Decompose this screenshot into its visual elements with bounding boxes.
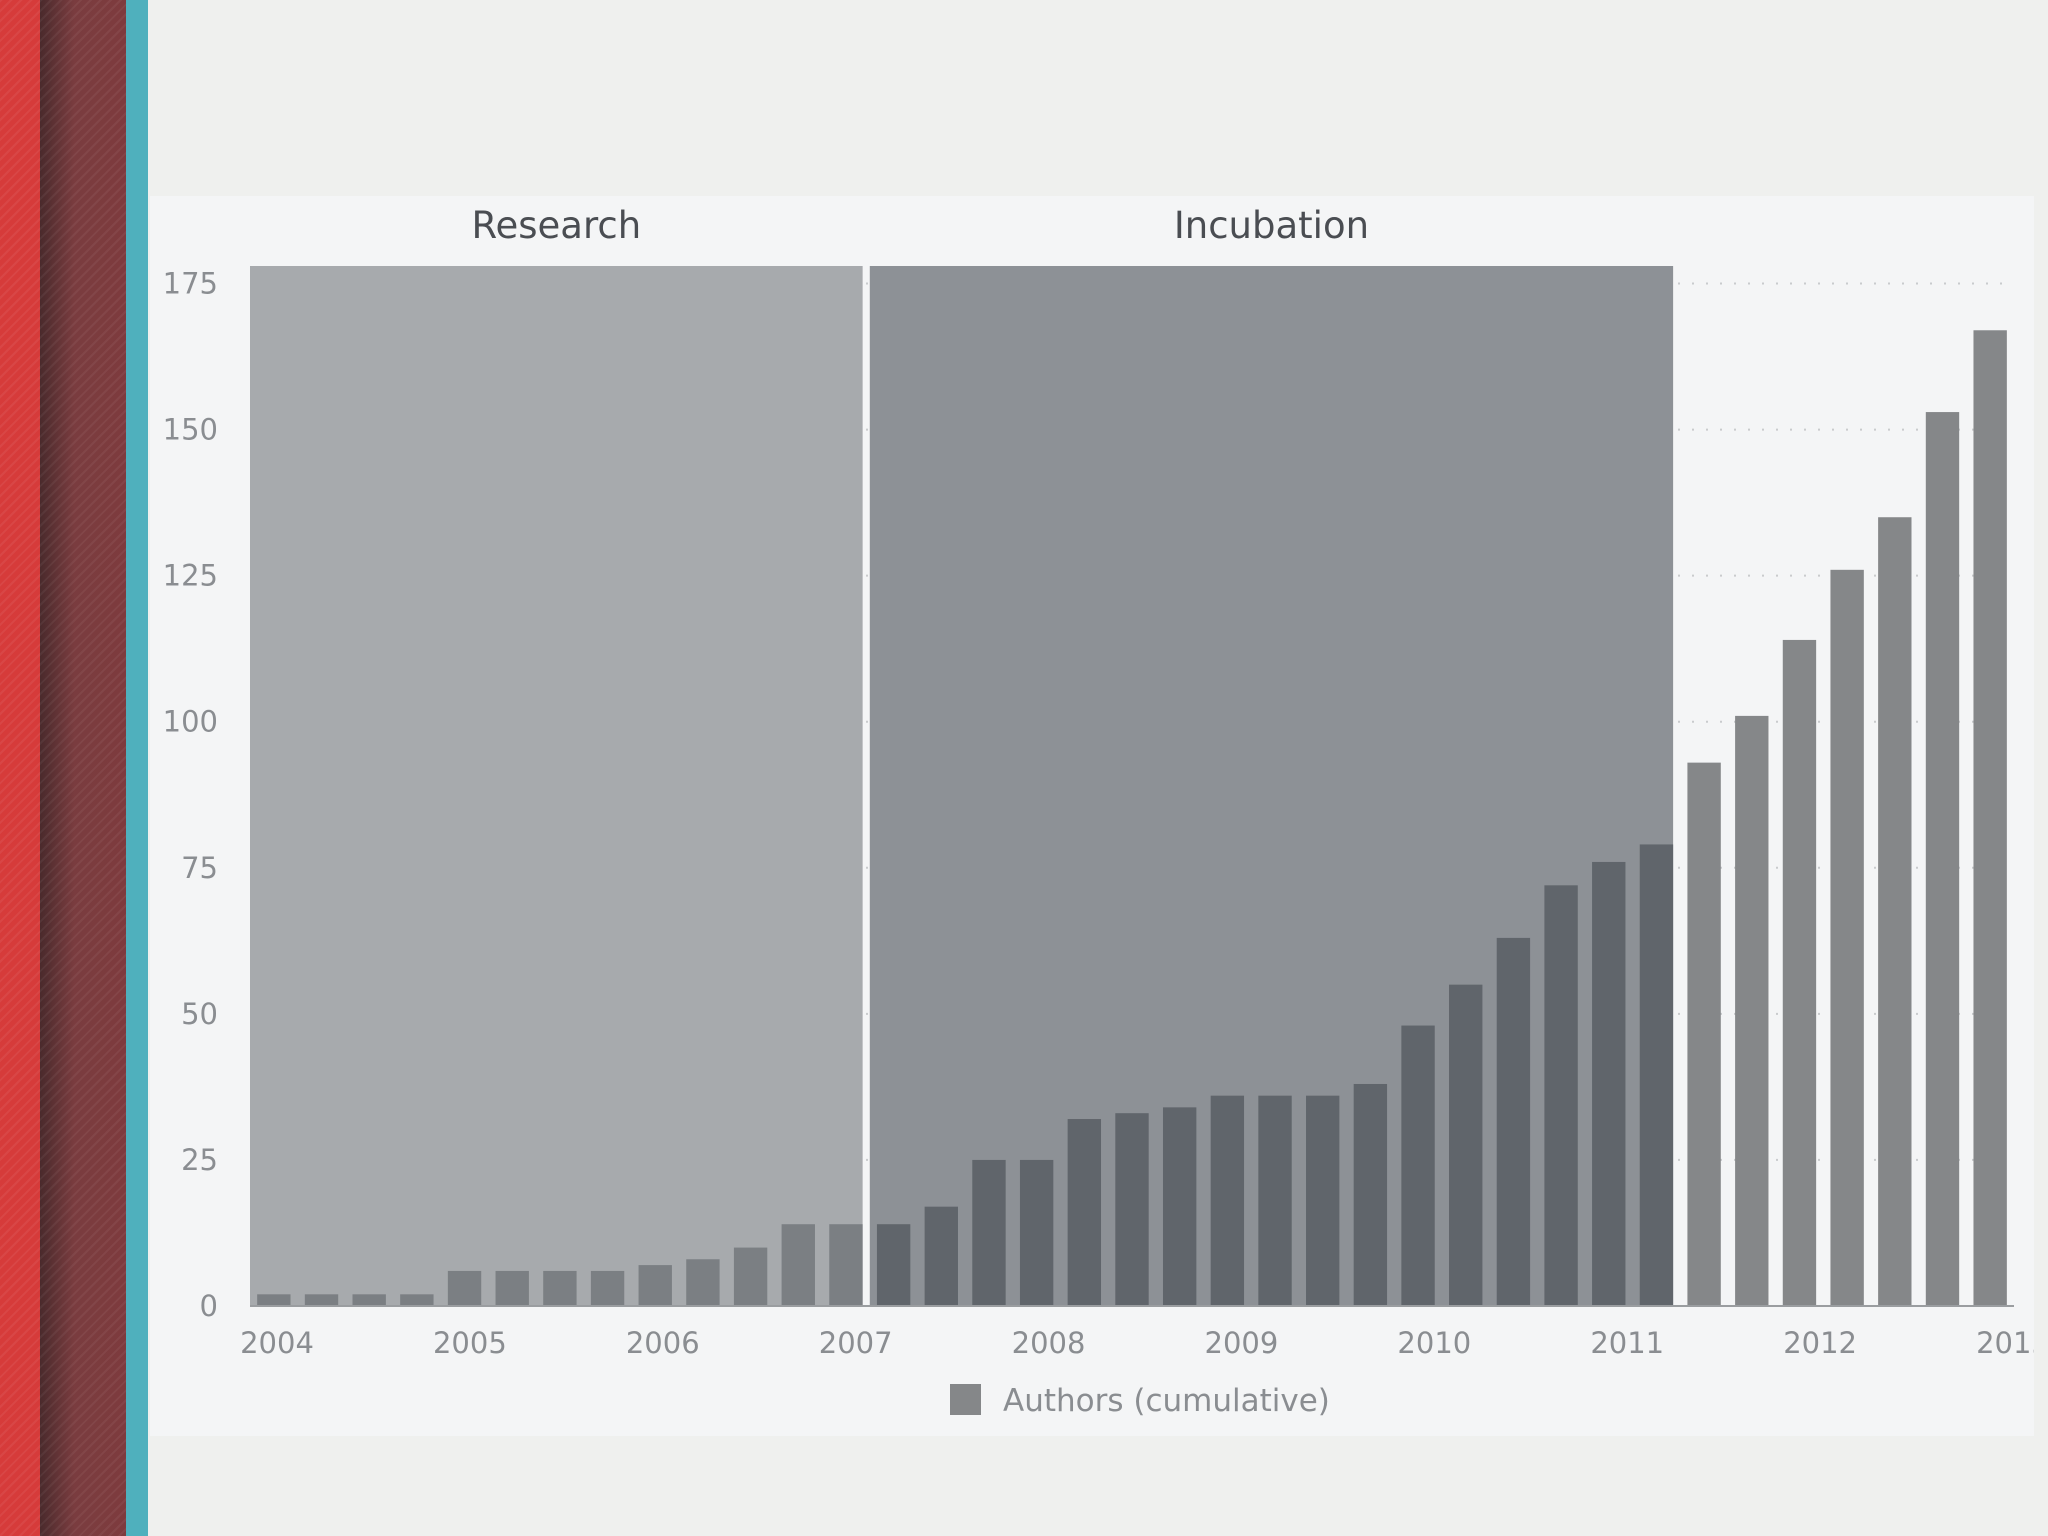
bar: [257, 1294, 291, 1306]
bar: [1878, 517, 1912, 1306]
band-label-incubation: Incubation: [1174, 204, 1369, 247]
bar: [543, 1270, 577, 1306]
y-tick-label: 150: [163, 413, 218, 447]
y-tick-label: 100: [163, 705, 218, 739]
bar: [400, 1294, 434, 1306]
y-tick-label: 0: [200, 1289, 218, 1323]
bar: [1973, 330, 2007, 1306]
bar: [1353, 1083, 1388, 1306]
bar: [1067, 1119, 1102, 1306]
bar: [1210, 1095, 1245, 1306]
bar: [352, 1294, 386, 1306]
decorative-teal-stripe: [126, 0, 148, 1536]
y-tick-label: 75: [181, 851, 218, 885]
bar: [495, 1270, 529, 1306]
y-tick-label: 25: [181, 1143, 218, 1177]
decorative-red-stripe: [0, 0, 40, 1536]
x-tick-label: 2013: [1976, 1326, 2034, 1360]
bar: [1687, 762, 1721, 1306]
bar: [1306, 1095, 1340, 1306]
x-axis-ticks: 2004 2005 2006 2007 2008 2009 2010 2011 2012 2013: [240, 1326, 2034, 1360]
bar: [972, 1159, 1006, 1306]
decorative-maroon-stripe: [40, 0, 126, 1536]
bar: [1019, 1159, 1054, 1306]
y-tick-label: 50: [181, 997, 218, 1031]
bar: [1592, 861, 1626, 1306]
bar: [1639, 844, 1674, 1306]
x-tick-label: 2004: [240, 1326, 314, 1360]
x-tick-label: 2006: [626, 1326, 700, 1360]
bar: [686, 1259, 720, 1306]
legend: Authors (cumulative): [950, 1383, 1330, 1419]
y-tick-label: 175: [163, 267, 218, 301]
chart-panel: Research Incubation 0 25 50 75 100 125 150 175 2…: [150, 196, 2034, 1436]
bar: [447, 1270, 482, 1306]
bar: [924, 1206, 958, 1306]
bar: [876, 1224, 911, 1306]
bar: [1544, 885, 1578, 1306]
x-tick-label: 2005: [433, 1326, 507, 1360]
x-tick-label: 2007: [819, 1326, 893, 1360]
x-tick-label: 2012: [1783, 1326, 1857, 1360]
bar: [1782, 639, 1817, 1306]
bar: [829, 1224, 863, 1306]
authors-bar-chart: Research Incubation 0 25 50 75 100 125 150 175 2…: [163, 204, 2034, 1419]
bar: [638, 1265, 672, 1306]
x-tick-label: 2008: [1012, 1326, 1086, 1360]
bar: [781, 1224, 815, 1306]
bar: [1496, 937, 1531, 1306]
bar: [1449, 984, 1483, 1306]
band-label-research: Research: [471, 204, 641, 247]
bar: [1925, 412, 1960, 1307]
x-tick-label: 2009: [1205, 1326, 1279, 1360]
bar: [304, 1294, 339, 1306]
legend-label: Authors (cumulative): [1003, 1383, 1330, 1419]
band-research: [250, 266, 863, 1306]
bar: [1401, 1025, 1435, 1306]
bar: [1830, 569, 1864, 1306]
bar: [1115, 1113, 1149, 1306]
bars: [257, 330, 2007, 1307]
x-tick-label: 2011: [1590, 1326, 1664, 1360]
y-axis-ticks: 0 25 50 75 100 125 150 175: [163, 267, 218, 1323]
bar: [733, 1247, 768, 1306]
bar: [1258, 1095, 1292, 1306]
bar: [590, 1270, 625, 1306]
legend-swatch: [950, 1384, 981, 1415]
bar: [1735, 715, 1769, 1306]
bar: [1162, 1107, 1197, 1306]
y-tick-label: 125: [163, 559, 218, 593]
x-tick-label: 2010: [1397, 1326, 1471, 1360]
